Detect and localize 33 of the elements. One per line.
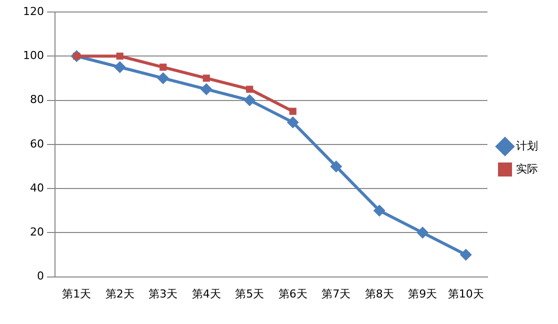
x-tick-label: 第8天 xyxy=(364,287,394,300)
point xyxy=(373,204,386,217)
y-tick-label: 20 xyxy=(30,226,44,239)
x-tick-label: 第2天 xyxy=(105,287,134,300)
x-tick-label: 第6天 xyxy=(278,287,308,300)
y-tick-label: 80 xyxy=(30,93,44,106)
x-tick-label: 第10天 xyxy=(448,287,484,300)
point xyxy=(160,64,167,71)
point xyxy=(202,74,210,82)
point xyxy=(289,108,296,115)
y-tick-label: 100 xyxy=(22,48,44,62)
point xyxy=(460,248,472,261)
y-tick-label: 0 xyxy=(36,270,44,283)
point xyxy=(286,116,299,128)
x-tick-label: 第3天 xyxy=(148,287,178,300)
x-tick-label: 第4天 xyxy=(192,287,221,300)
x-tick-label: 第7天 xyxy=(322,287,351,300)
point xyxy=(330,160,342,172)
point xyxy=(114,61,126,74)
x-tick-label: 第5天 xyxy=(235,287,264,300)
x-tick-label: 第1天 xyxy=(62,287,92,300)
point xyxy=(246,86,254,93)
point xyxy=(157,72,170,84)
point xyxy=(244,94,256,106)
y-tick-label: 60 xyxy=(30,137,44,150)
point xyxy=(200,83,212,96)
point xyxy=(116,52,124,60)
legend-label: 实际 xyxy=(516,162,538,176)
legend-label: 计划 xyxy=(516,139,538,152)
y-tick-label: 120 xyxy=(22,4,44,18)
x-tick-label: 第9天 xyxy=(408,287,438,300)
point xyxy=(416,226,429,239)
y-tick-label: 40 xyxy=(30,181,44,194)
